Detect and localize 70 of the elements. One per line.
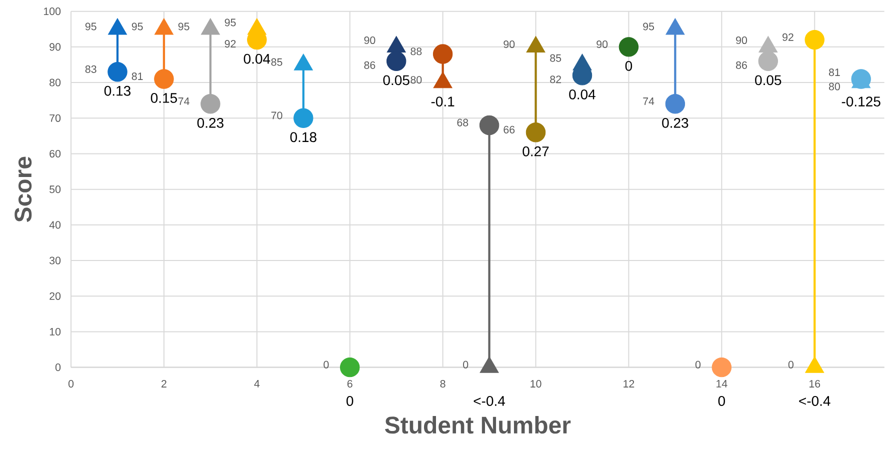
data-label: 66 — [504, 126, 515, 134]
x-axis-title: Student Number — [385, 416, 571, 434]
x-tick-label: 12 — [624, 380, 634, 388]
data-label: 81 — [132, 72, 143, 80]
x-tick-label: 8 — [440, 380, 446, 388]
data-label: 92 — [224, 40, 236, 48]
y-tick-label: 90 — [50, 43, 61, 51]
data-label: 95 — [178, 22, 190, 30]
x-tick-label: 4 — [254, 380, 260, 388]
y-tick-label: 60 — [50, 150, 61, 158]
annotation: 0.04 — [569, 89, 596, 100]
annotation: 0 — [346, 396, 354, 406]
annotation: 0.27 — [522, 146, 549, 156]
annotation: -0.1 — [431, 96, 454, 106]
data-label: 0 — [788, 360, 794, 368]
annotation: 0.05 — [383, 75, 410, 86]
data-label: 85 — [271, 58, 282, 66]
data-label: 82 — [550, 76, 561, 84]
y-tick-label: 70 — [50, 114, 61, 122]
data-label: 0 — [324, 360, 329, 368]
data-label: 0 — [695, 360, 701, 368]
y-tick-label: 100 — [44, 8, 61, 16]
x-tick-label: 2 — [162, 380, 166, 388]
data-label: 68 — [457, 118, 468, 126]
y-axis-title: Score — [14, 156, 32, 222]
y-tick-label: 40 — [49, 221, 61, 229]
data-label: 0 — [463, 360, 468, 368]
annotation: 0.04 — [244, 54, 270, 64]
annotation: 0.05 — [755, 75, 782, 86]
data-label: 90 — [596, 40, 608, 48]
data-label: 90 — [504, 40, 515, 48]
data-label: 70 — [271, 112, 282, 120]
data-label: 88 — [410, 48, 422, 56]
annotation: <-0.4 — [474, 396, 506, 406]
annotation: 0 — [625, 60, 632, 71]
x-tick-label: 0 — [68, 380, 74, 388]
y-tick-label: 20 — [50, 292, 61, 300]
annotation: 0 — [718, 396, 726, 406]
data-label: 81 — [828, 68, 840, 76]
data-label: 92 — [782, 33, 794, 41]
data-label: 86 — [736, 61, 747, 69]
x-tick-label: 10 — [530, 380, 542, 388]
data-label: 80 — [828, 82, 840, 90]
x-tick-label: 16 — [809, 380, 820, 388]
annotation: 0.23 — [662, 118, 688, 128]
annotation: 0.18 — [290, 132, 316, 142]
data-label: 83 — [85, 65, 96, 73]
annotation: 0.15 — [150, 93, 177, 103]
annotation: -0.125 — [842, 96, 880, 106]
x-tick-label: 6 — [347, 380, 352, 388]
data-label: 95 — [643, 22, 654, 30]
annotation: 0.23 — [197, 118, 224, 128]
data-label: 85 — [550, 54, 562, 62]
data-label: 95 — [132, 22, 143, 30]
data-label: 86 — [364, 61, 376, 69]
x-tick-label: 14 — [716, 380, 728, 388]
y-tick-label: 0 — [55, 364, 61, 372]
annotation: 0.13 — [104, 86, 130, 96]
data-label: 90 — [736, 36, 748, 44]
data-label: 95 — [224, 18, 236, 26]
data-label: 80 — [410, 76, 422, 84]
y-tick-label: 50 — [50, 186, 61, 194]
data-label: 95 — [85, 22, 96, 30]
data-label: 90 — [364, 36, 376, 44]
y-tick-label: 30 — [50, 256, 61, 264]
data-label: 74 — [643, 98, 654, 105]
y-tick-label: 80 — [50, 78, 61, 86]
data-label: 74 — [178, 98, 190, 105]
y-tick-label: 10 — [50, 328, 61, 336]
annotation: <-0.4 — [799, 396, 830, 406]
